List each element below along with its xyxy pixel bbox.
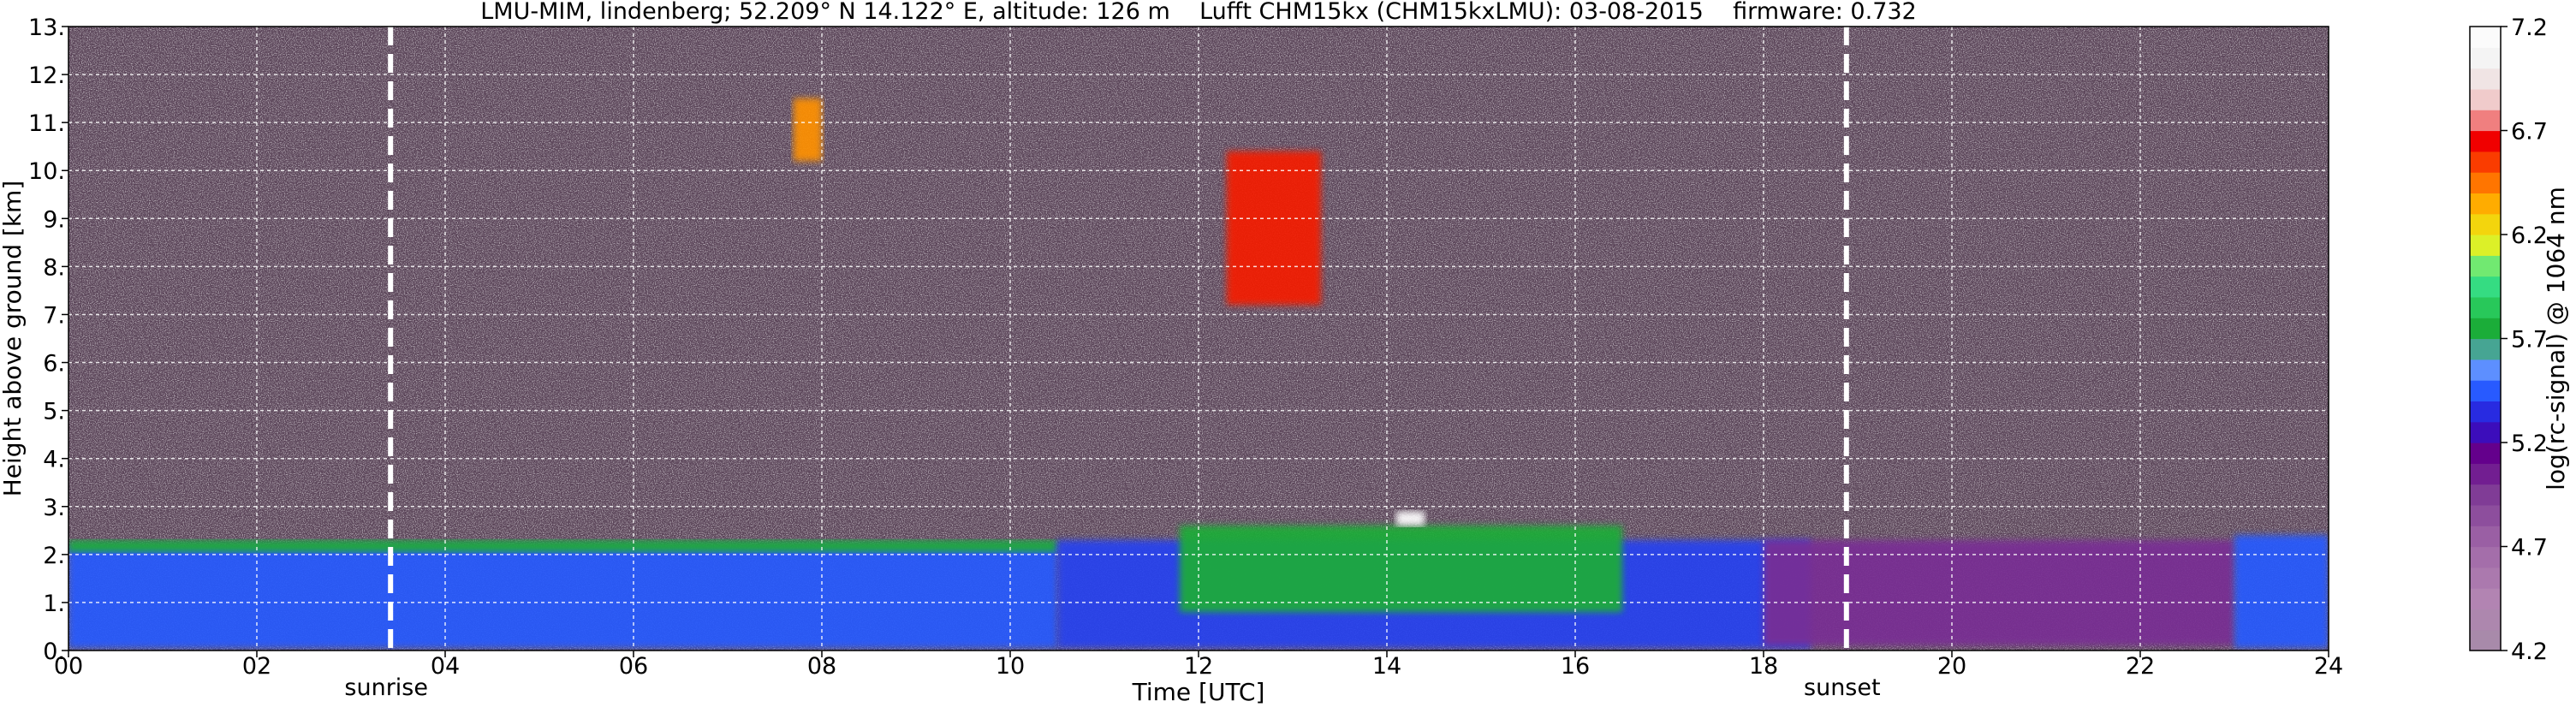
y-tick-label-7: 7.: [43, 302, 65, 329]
colorbar-segment-3: [2470, 567, 2501, 589]
feature-6: [1227, 151, 1321, 306]
colorbar-segment-26: [2470, 88, 2501, 110]
y-tick-label-10: 10.: [28, 158, 65, 185]
y-tick-label-3: 3.: [43, 495, 65, 521]
colorbar-segment-7: [2470, 484, 2501, 506]
y-tick-label-8: 8.: [43, 254, 65, 281]
colorbar-tick-label-1: 4.7: [2511, 535, 2548, 561]
colorbar-segment-27: [2470, 68, 2501, 90]
x-axis: sunrise sunset 00 02 04 06 08 10 12 14 16 18 20 22 24: [54, 651, 2343, 701]
colorbar-segment-9: [2470, 443, 2501, 464]
y-axis-label: Height above ground [km]: [0, 181, 27, 497]
colorbar-segment-1: [2470, 609, 2501, 631]
x-tick-label-7: 14: [1372, 653, 1401, 680]
x-tick-label-5: 10: [996, 653, 1025, 680]
signal-features: [68, 98, 2329, 649]
y-tick-label-4: 4.: [43, 447, 65, 473]
colorbar-segment-28: [2470, 47, 2501, 69]
chart-title: LMU-MIM, lindenberg; 52.209° N 14.122° E…: [480, 0, 1916, 25]
y-tick-label-13: 13.: [28, 15, 65, 41]
y-tick-label-0: 0.: [43, 639, 65, 665]
colorbar-label: log(rc-signal) @ 1064 nm: [2542, 187, 2570, 490]
colorbar-segment-29: [2470, 27, 2501, 48]
x-tick-label-10: 20: [1937, 653, 1966, 680]
colorbar-segment-5: [2470, 526, 2501, 548]
colorbar-segment-23: [2470, 151, 2501, 173]
x-tick-label-6: 12: [1184, 653, 1213, 680]
feature-1: [68, 540, 1057, 553]
colorbar-tick-label-4: 6.2: [2511, 223, 2548, 249]
x-tick-label-2: 04: [431, 653, 460, 680]
colorbar-segment-6: [2470, 504, 2501, 526]
plot-area: [68, 26, 2329, 651]
feature-5: [2234, 535, 2329, 649]
colorbar-segment-16: [2470, 296, 2501, 318]
y-tick-label-5: 5.: [43, 399, 65, 425]
feature-8: [1396, 511, 1425, 526]
colorbar-tick-label-6: 7.2: [2511, 15, 2548, 41]
y-tick-label-2: 2.: [43, 543, 65, 569]
feature-7: [794, 98, 822, 162]
y-tick-label-1: 1.: [43, 591, 65, 617]
colorbar-segment-8: [2470, 463, 2501, 485]
colorbar-segment-11: [2470, 401, 2501, 423]
x-axis-label: Time [UTC]: [1132, 678, 1265, 706]
x-tick-label-9: 18: [1749, 653, 1778, 680]
colorbar-segment-2: [2470, 588, 2501, 609]
x-tick-label-1: 02: [242, 653, 271, 680]
grid-lines: [68, 27, 2329, 651]
x-tick-label-8: 16: [1561, 653, 1590, 680]
x-tick-label-0: 00: [54, 653, 83, 680]
colorbar-segment-4: [2470, 546, 2501, 568]
colorbar-segment-22: [2470, 172, 2501, 193]
sunrise-label: sunrise: [344, 674, 428, 701]
feature-3: [1180, 526, 1622, 613]
colorbar-segment-12: [2470, 380, 2501, 401]
x-tick-label-3: 06: [619, 653, 648, 680]
event-markers: [388, 27, 1849, 651]
colorbar-segment-19: [2470, 235, 2501, 256]
colorbar-segment-24: [2470, 130, 2501, 152]
colorbar: 4.2 4.7 5.2 5.7 6.2 6.7 7.2: [2469, 15, 2548, 665]
y-axis: 0. 1. 2. 3. 4. 5. 6. 7. 8. 9. 10. 11. 12. 13.: [28, 15, 68, 665]
y-tick-label-6: 6.: [43, 351, 65, 377]
colorbar-segment-17: [2470, 276, 2501, 298]
colorbar-segment-14: [2470, 338, 2501, 360]
colorbar-segment-10: [2470, 421, 2501, 443]
colorbar-tick-label-2: 5.2: [2511, 431, 2548, 457]
x-tick-label-11: 22: [2126, 653, 2155, 680]
feature-4: [1764, 540, 2234, 646]
sunset-label: sunset: [1804, 674, 1881, 701]
colorbar-segment-0: [2470, 629, 2501, 651]
y-tick-label-9: 9.: [43, 206, 65, 233]
colorbar-tick-label-5: 6.7: [2511, 119, 2548, 146]
colorbar-segment-20: [2470, 213, 2501, 235]
y-tick-label-11: 11.: [28, 110, 65, 137]
feature-0: [68, 544, 1057, 649]
colorbar-segment-15: [2470, 318, 2501, 340]
colorbar-segment-21: [2470, 193, 2501, 215]
x-tick-label-12: 24: [2314, 653, 2343, 680]
y-tick-label-12: 12.: [28, 62, 65, 89]
colorbar-segment-13: [2470, 359, 2501, 381]
colorbar-segment-25: [2470, 110, 2501, 132]
colorbar-tick-label-0: 4.2: [2511, 639, 2548, 665]
x-tick-label-4: 08: [807, 653, 836, 680]
colorbar-tick-label-3: 5.7: [2511, 327, 2548, 354]
colorbar-segment-18: [2470, 255, 2501, 277]
